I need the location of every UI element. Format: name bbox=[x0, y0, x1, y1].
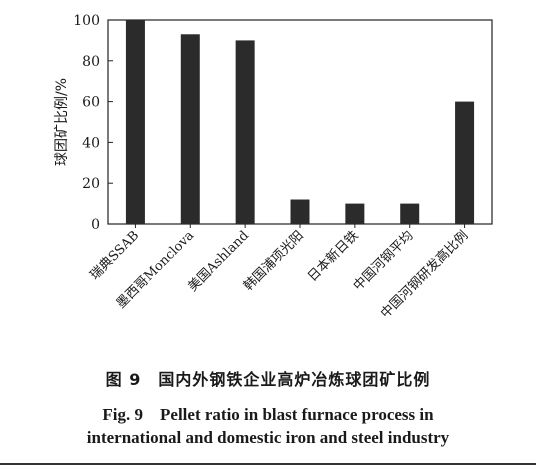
x-tick-label: 日本新日铁 bbox=[304, 228, 361, 285]
bar bbox=[400, 203, 420, 224]
bar bbox=[125, 20, 145, 224]
plot-frame bbox=[107, 19, 493, 225]
y-tick-label: 0 bbox=[91, 217, 100, 233]
y-tick-label: 20 bbox=[82, 176, 100, 192]
figure-caption-english-line2: international and domestic iron and stee… bbox=[86, 428, 450, 447]
bar bbox=[290, 199, 310, 224]
y-tick-label: 60 bbox=[82, 95, 100, 111]
figure-caption-chinese: 图 9 国内外钢铁企业高炉冶炼球团矿比例 bbox=[105, 370, 431, 389]
figure-caption-english-line1: Fig. 9 Pellet ratio in blast furnace pro… bbox=[102, 405, 434, 424]
bar bbox=[235, 40, 255, 225]
bar bbox=[180, 34, 200, 224]
bar bbox=[345, 203, 365, 224]
y-axis-label: 球团矿比例/% bbox=[54, 78, 70, 166]
y-tick-label: 80 bbox=[82, 54, 100, 70]
y-tick-label: 100 bbox=[73, 13, 100, 29]
y-tick-label: 40 bbox=[82, 135, 100, 151]
bottom-rule bbox=[0, 463, 536, 465]
bar-chart: 020406080100球团矿比例/%瑞典SSAB墨西哥Monclova美国As… bbox=[54, 13, 493, 322]
x-tick-label: 瑞典SSAB bbox=[87, 228, 142, 283]
bar bbox=[455, 101, 475, 224]
